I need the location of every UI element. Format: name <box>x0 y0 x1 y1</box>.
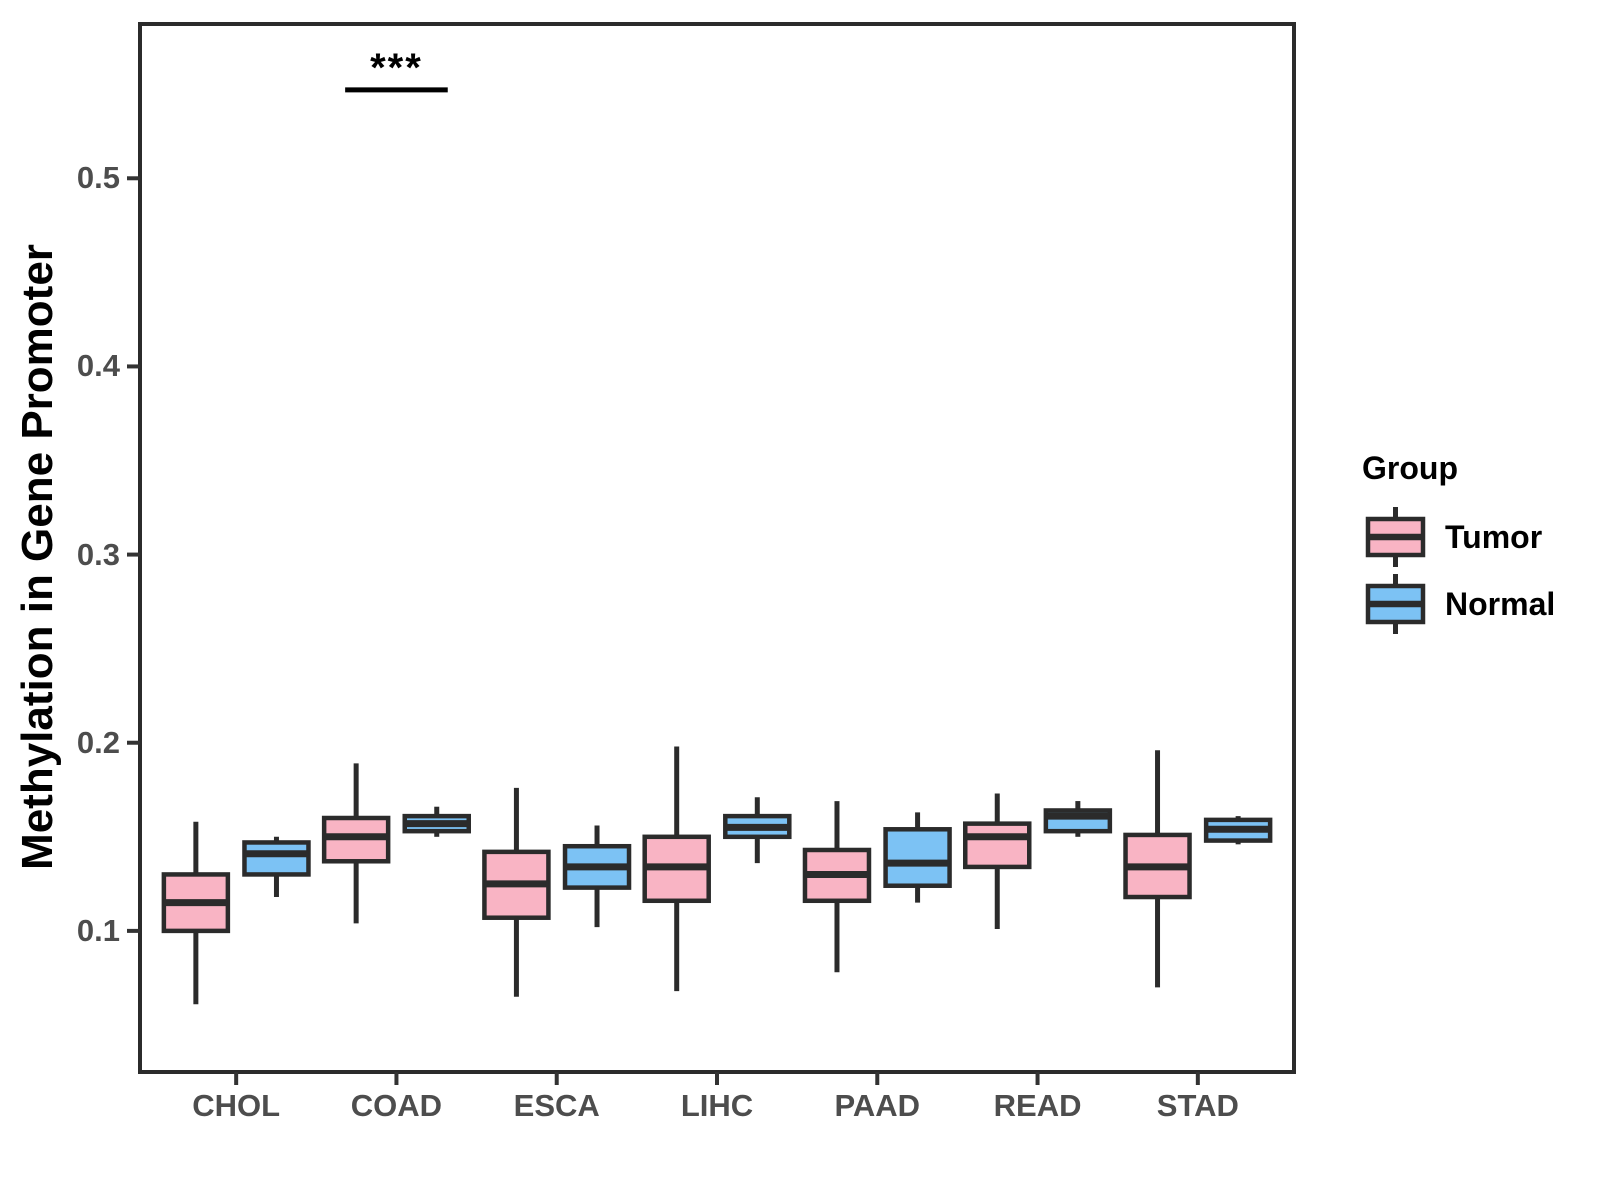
x-tick-label-chol: CHOL <box>192 1088 281 1123</box>
y-tick-label: 0.3 <box>76 536 120 572</box>
x-tick-label-coad: COAD <box>350 1088 443 1123</box>
x-tick-label-paad: PAAD <box>834 1088 921 1123</box>
y-tick-label: 0.5 <box>76 160 120 196</box>
y-tick-label: 0.1 <box>76 912 120 948</box>
x-tick-label-read: READ <box>993 1088 1082 1123</box>
legend-label-tumor: Tumor <box>1445 519 1543 555</box>
legend-label-normal: Normal <box>1445 586 1556 622</box>
x-tick-label-esca: ESCA <box>513 1088 600 1123</box>
x-tick-label-stad: STAD <box>1156 1088 1239 1123</box>
x-tick-label-lihc: LIHC <box>680 1088 754 1123</box>
y-tick-label: 0.4 <box>76 348 120 384</box>
significance-label: *** <box>370 46 423 90</box>
box-tumor-read <box>963 821 1032 870</box>
box-normal-chol <box>242 840 311 877</box>
legend-title: Group <box>1362 450 1458 486</box>
box-normal-paad <box>883 827 952 888</box>
plot-panel-border <box>138 22 1296 1074</box>
y-tick-label: 0.2 <box>76 724 120 760</box>
